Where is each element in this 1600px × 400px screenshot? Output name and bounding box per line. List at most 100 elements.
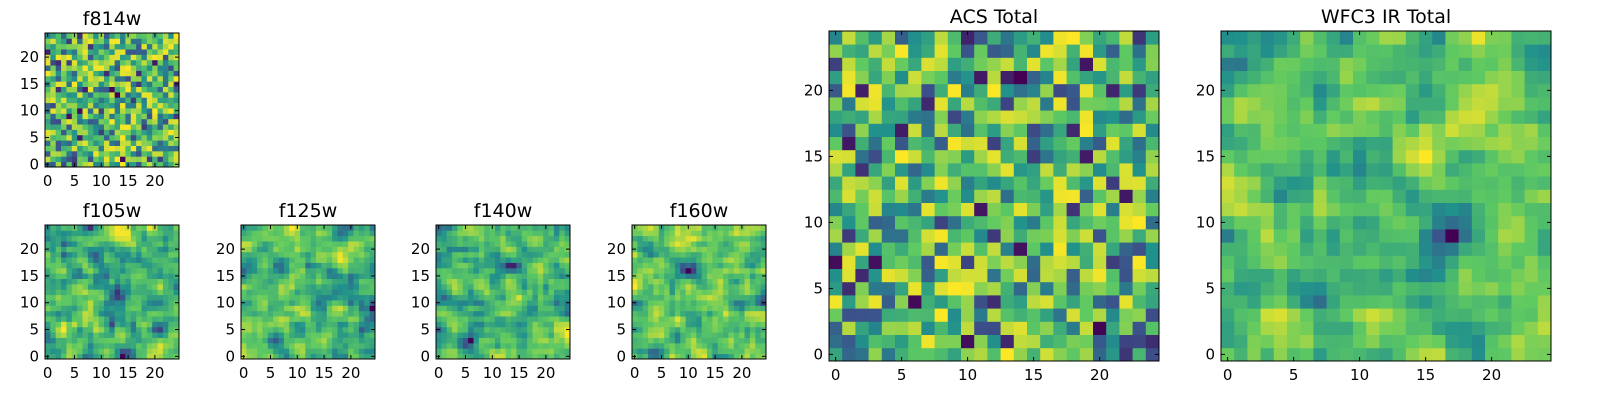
heatmap-cell	[162, 342, 169, 349]
heatmap-cell	[1040, 281, 1054, 296]
heatmap-cell	[55, 49, 62, 55]
heatmap-cell	[505, 337, 512, 344]
heatmap-cell	[829, 123, 843, 137]
heatmap-cell	[494, 332, 501, 338]
heatmap-cell	[717, 225, 724, 231]
heatmap-cell	[299, 267, 306, 274]
heatmap-cell	[1458, 215, 1473, 230]
heatmap-cell	[321, 337, 328, 344]
heatmap-cell	[707, 294, 713, 301]
heatmap-cell	[760, 332, 767, 338]
heatmap-cell	[82, 43, 89, 50]
heatmap-cell	[130, 289, 137, 296]
heatmap-cell	[1485, 176, 1499, 190]
heatmap-cell	[87, 316, 94, 322]
heatmap-cell	[696, 348, 703, 355]
heatmap-cell	[511, 283, 517, 290]
heatmap-cell	[114, 262, 121, 269]
x-tick-label: 15	[1416, 366, 1435, 384]
heatmap-cell	[1524, 255, 1539, 269]
heatmap-cell	[125, 65, 132, 71]
heatmap-cell	[690, 246, 697, 253]
heatmap-cell	[157, 326, 164, 333]
heatmap-cell	[1221, 44, 1235, 58]
heatmap-cell	[1485, 215, 1499, 230]
heatmap-cell	[1300, 334, 1314, 349]
heatmap-cell	[103, 267, 110, 274]
heatmap-cell	[1392, 123, 1407, 137]
heatmap-cell	[934, 83, 949, 98]
heatmap-cell	[1093, 149, 1107, 164]
heatmap-cell	[436, 316, 442, 322]
heatmap-cell	[283, 267, 290, 274]
heatmap-cell	[61, 251, 67, 258]
heatmap-cell	[712, 273, 719, 279]
heatmap-cell	[305, 310, 312, 317]
heatmap-cell	[310, 326, 317, 333]
heatmap-cell	[369, 348, 376, 355]
heatmap-cell	[500, 257, 507, 263]
heatmap-cell	[146, 33, 153, 39]
heatmap-cell	[1027, 163, 1041, 177]
heatmap-cell	[532, 257, 539, 263]
heatmap-cell	[348, 235, 354, 242]
heatmap-cell	[532, 316, 539, 322]
heatmap-cell	[895, 242, 909, 256]
heatmap-cell	[516, 246, 523, 253]
heatmap-cell	[136, 33, 142, 39]
heatmap-cell	[120, 65, 126, 71]
heatmap-cell	[452, 305, 458, 312]
heatmap-cell	[120, 118, 126, 125]
heatmap-cell	[908, 31, 922, 45]
heatmap-cell	[717, 326, 724, 333]
heatmap-cell	[739, 278, 745, 285]
heatmap-cell	[168, 257, 175, 263]
heatmap-cell	[473, 348, 480, 355]
heatmap-cell	[103, 246, 110, 253]
heatmap-cell	[934, 255, 949, 269]
heatmap-cell	[1093, 255, 1107, 269]
heatmap-cell	[648, 235, 654, 242]
heatmap-cell	[696, 225, 703, 231]
heatmap-cell	[484, 257, 490, 263]
heatmap-cell	[537, 262, 544, 269]
heatmap-cell	[1537, 70, 1552, 85]
heatmap-cell	[648, 262, 654, 269]
heatmap-cell	[1106, 255, 1120, 269]
heatmap-cell	[1432, 308, 1446, 322]
heatmap-cell	[136, 310, 142, 317]
heatmap-cell	[50, 108, 57, 114]
heatmap-cell	[77, 86, 83, 93]
heatmap-cell	[468, 283, 474, 290]
heatmap-cell	[895, 202, 909, 217]
heatmap-cell	[468, 246, 474, 253]
heatmap-cell	[173, 289, 180, 296]
heatmap-cell	[452, 321, 458, 328]
heatmap-cell	[468, 294, 474, 301]
heatmap-cell	[66, 113, 73, 120]
heatmap-cell	[868, 242, 883, 256]
heatmap-cell	[755, 300, 762, 306]
heatmap-cell	[1260, 57, 1275, 71]
heatmap-cell	[141, 54, 148, 61]
heatmap-cell	[564, 225, 571, 231]
heatmap-cell	[50, 251, 57, 258]
heatmap-cell	[146, 262, 153, 269]
heatmap-cell	[1405, 202, 1420, 217]
heatmap-cell	[77, 118, 83, 125]
heatmap-cell	[294, 283, 301, 290]
heatmap-cell	[674, 332, 681, 338]
heatmap-cell	[548, 332, 555, 338]
heatmap-cell	[1458, 321, 1473, 335]
heatmap-cell	[278, 316, 285, 322]
heatmap-cell	[653, 294, 660, 301]
heatmap-cell	[114, 230, 121, 237]
heatmap-cell	[1013, 295, 1028, 309]
heatmap-cell	[289, 262, 295, 269]
heatmap-cell	[152, 54, 158, 61]
heatmap-cell	[462, 235, 469, 242]
heatmap-cell	[114, 86, 121, 93]
heatmap-cell	[98, 337, 105, 344]
heatmap-cell	[895, 308, 909, 322]
heatmap-cell	[130, 241, 137, 247]
